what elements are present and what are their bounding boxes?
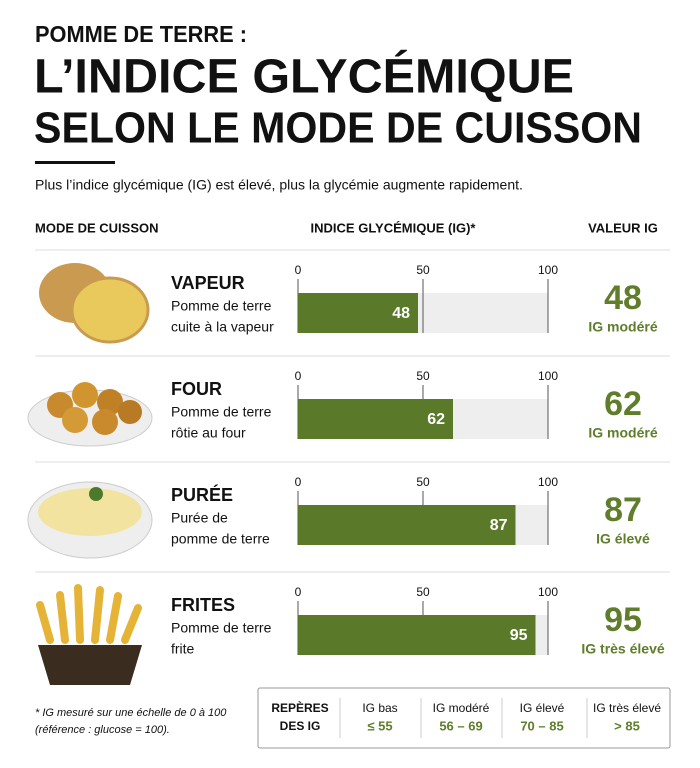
x-tick-label: 0 [295, 369, 302, 383]
x-tick-label: 0 [295, 263, 302, 277]
ig-class-label: IG élevé [596, 531, 650, 547]
category-description: Pomme de terre [171, 620, 272, 636]
ig-class-label: IG modéré [588, 425, 657, 441]
category-description: Purée de [171, 510, 228, 526]
bar [298, 293, 418, 333]
legend-label: IG modéré [433, 701, 490, 715]
x-tick-label: 50 [416, 585, 430, 599]
legend-label: IG bas [362, 701, 397, 715]
ig-class-label: IG modéré [588, 319, 657, 335]
x-tick-label: 100 [538, 369, 558, 383]
legend-range: 56 – 69 [439, 718, 482, 733]
value-big: 87 [604, 491, 642, 529]
bar-value-label: 48 [392, 305, 410, 322]
category-description: cuite à la vapeur [171, 319, 274, 335]
ig-class-label: IG très élevé [581, 641, 664, 657]
x-tick-label: 50 [416, 263, 430, 277]
category-description: Pomme de terre [171, 298, 272, 314]
legend-range: 70 – 85 [520, 718, 563, 733]
x-tick-label: 0 [295, 585, 302, 599]
category-name: FOUR [171, 379, 222, 399]
bar [298, 399, 453, 439]
category-name: VAPEUR [171, 273, 245, 293]
column-header: VALEUR IG [588, 220, 658, 235]
value-big: 48 [604, 279, 642, 317]
x-tick-label: 50 [416, 369, 430, 383]
column-header: MODE DE CUISSON [35, 220, 159, 235]
category-description: Pomme de terre [171, 404, 272, 420]
x-tick-label: 100 [538, 475, 558, 489]
legend-title: DES IG [280, 719, 321, 733]
category-description: rôtie au four [171, 425, 246, 441]
steamed-potato-icon [39, 263, 150, 344]
legend-title: REPÈRES [271, 700, 328, 715]
bar-value-label: 87 [490, 517, 508, 534]
column-header: INDICE GLYCÉMIQUE (IG)* [311, 220, 477, 235]
mash-icon [27, 481, 153, 559]
subtitle: Plus l’indice glycémique (IG) est élevé,… [35, 177, 523, 193]
kicker: POMME DE TERRE : [35, 21, 247, 47]
title-line: L’INDICE GLYCÉMIQUE [34, 50, 574, 104]
category-name: PURÉE [171, 484, 233, 505]
bar [298, 505, 516, 545]
bar [298, 615, 536, 655]
x-tick-label: 50 [416, 475, 430, 489]
fries-icon [36, 584, 142, 685]
category-name: FRITES [171, 595, 235, 615]
bar-value-label: 95 [510, 627, 528, 644]
roasted-potatoes-icon [27, 382, 153, 447]
legend-label: IG élevé [520, 701, 565, 715]
legend-range: ≤ 55 [367, 718, 392, 733]
footnote: * IG mesuré sur une échelle de 0 à 100 [35, 707, 227, 719]
legend-range: > 85 [614, 718, 640, 733]
title-line: SELON LE MODE DE CUISSON [34, 104, 642, 153]
x-tick-label: 100 [538, 263, 558, 277]
legend-label: IG très élevé [593, 701, 661, 715]
title-rule [35, 161, 115, 164]
bar-value-label: 62 [427, 411, 445, 428]
x-tick-label: 0 [295, 475, 302, 489]
category-description: frite [171, 641, 195, 657]
category-description: pomme de terre [171, 531, 270, 547]
footnote: (référence : glucose = 100). [35, 724, 170, 736]
value-big: 95 [604, 601, 642, 639]
x-tick-label: 100 [538, 585, 558, 599]
legend-box [257, 687, 671, 749]
value-big: 62 [604, 385, 642, 423]
